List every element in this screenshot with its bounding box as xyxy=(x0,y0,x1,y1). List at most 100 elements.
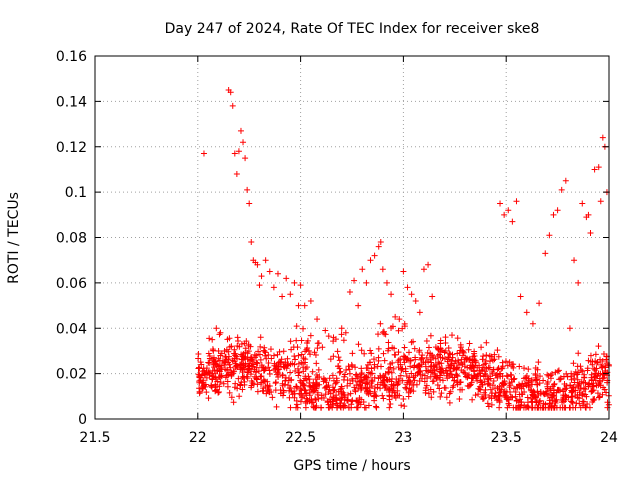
data-point xyxy=(581,374,588,381)
data-point xyxy=(307,332,314,339)
data-point xyxy=(239,352,246,359)
data-point xyxy=(420,266,427,273)
data-point xyxy=(509,394,516,401)
data-point xyxy=(594,390,601,397)
data-point xyxy=(512,393,519,400)
data-point xyxy=(425,344,432,351)
data-point xyxy=(402,384,409,391)
data-point xyxy=(213,325,220,332)
data-point xyxy=(266,382,273,389)
data-point xyxy=(554,368,561,375)
data-point xyxy=(430,388,437,395)
data-point xyxy=(351,277,358,284)
y-tick-label: 0.04 xyxy=(56,321,87,337)
data-point xyxy=(195,371,202,378)
data-point xyxy=(514,384,521,391)
data-point xyxy=(257,373,264,380)
data-point xyxy=(448,357,455,364)
data-point xyxy=(386,385,393,392)
data-point xyxy=(576,400,583,407)
data-point xyxy=(272,365,279,372)
data-point xyxy=(379,379,386,386)
data-point xyxy=(555,367,562,374)
data-point xyxy=(407,378,414,385)
data-point xyxy=(532,370,539,377)
data-point xyxy=(496,397,503,404)
x-tick-label: 23 xyxy=(394,430,412,446)
data-point xyxy=(445,354,452,361)
data-point xyxy=(396,376,403,383)
data-point xyxy=(371,252,378,259)
data-point xyxy=(477,386,484,393)
data-point xyxy=(587,352,594,359)
data-point xyxy=(599,375,606,382)
data-point xyxy=(587,229,594,236)
data-point xyxy=(442,340,449,347)
data-point xyxy=(524,394,531,401)
data-point xyxy=(355,341,362,348)
data-point xyxy=(320,376,327,383)
data-point xyxy=(438,360,445,367)
data-point xyxy=(544,383,551,390)
data-point xyxy=(214,378,221,385)
data-point xyxy=(557,404,564,411)
data-point xyxy=(338,331,345,338)
data-point xyxy=(532,364,539,371)
data-point xyxy=(569,399,576,406)
data-point xyxy=(436,385,443,392)
data-point xyxy=(528,398,535,405)
data-point xyxy=(529,389,536,396)
data-point xyxy=(469,375,476,382)
data-point xyxy=(388,291,395,298)
y-tick-label: 0.1 xyxy=(65,185,87,201)
data-point xyxy=(232,350,239,357)
data-point xyxy=(454,381,461,388)
data-point xyxy=(554,207,561,214)
data-point xyxy=(273,361,280,368)
data-point xyxy=(343,366,350,373)
data-point xyxy=(432,355,439,362)
data-point xyxy=(358,370,365,377)
data-point xyxy=(502,358,509,365)
data-point xyxy=(395,327,402,334)
data-point xyxy=(566,325,573,332)
data-point xyxy=(327,356,334,363)
data-point xyxy=(407,363,414,370)
data-point xyxy=(597,198,604,205)
data-point xyxy=(597,382,604,389)
data-point xyxy=(296,369,303,376)
data-point xyxy=(336,357,343,364)
data-point xyxy=(546,232,553,239)
data-point xyxy=(450,365,457,372)
data-point xyxy=(567,382,574,389)
data-point xyxy=(266,268,273,275)
data-point xyxy=(372,392,379,399)
data-point xyxy=(483,352,490,359)
data-point xyxy=(401,344,408,351)
data-point xyxy=(324,399,331,406)
data-point xyxy=(363,374,370,381)
data-point xyxy=(494,347,501,354)
data-point xyxy=(594,358,601,365)
data-point xyxy=(292,356,299,363)
data-point xyxy=(580,385,587,392)
data-point xyxy=(543,390,550,397)
data-point xyxy=(217,379,224,386)
data-point xyxy=(365,369,372,376)
data-point xyxy=(490,366,497,373)
data-point xyxy=(454,335,461,342)
data-point xyxy=(396,316,403,323)
data-point xyxy=(478,344,485,351)
data-point xyxy=(349,375,356,382)
x-axis-label: GPS time / hours xyxy=(293,458,410,474)
data-point xyxy=(383,279,390,286)
data-point xyxy=(313,360,320,367)
data-point xyxy=(412,372,419,379)
data-point xyxy=(370,356,377,363)
data-point xyxy=(551,380,558,387)
data-point xyxy=(326,404,333,411)
data-point xyxy=(445,344,452,351)
data-point xyxy=(392,392,399,399)
data-point xyxy=(358,347,365,354)
data-point xyxy=(428,359,435,366)
